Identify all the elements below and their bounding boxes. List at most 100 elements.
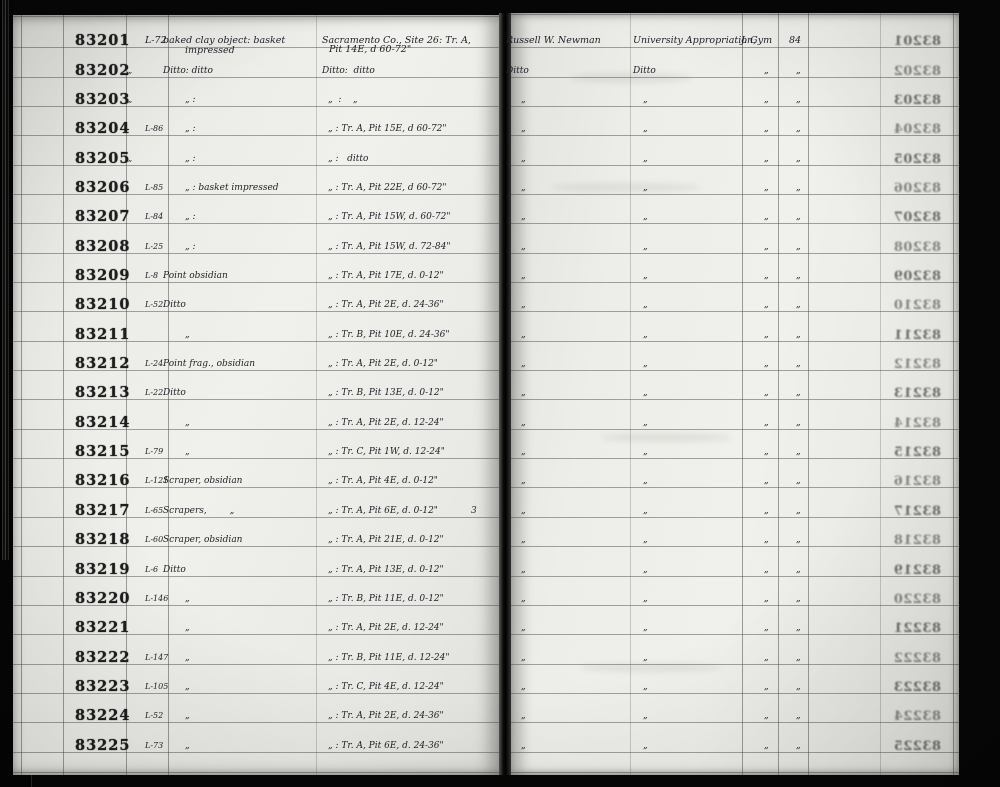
column-rule bbox=[630, 13, 631, 775]
locality-entry: „ : Tr. A, Pit 21E, d. 0-12" bbox=[328, 535, 444, 546]
ruled-line bbox=[13, 164, 502, 166]
object-description: baked clay object: basket bbox=[163, 35, 286, 47]
locality-entry-line2: Pit 14E, d 60-72" bbox=[329, 44, 412, 56]
column-rule bbox=[21, 15, 22, 775]
mirror-number-offset: 83205 bbox=[893, 151, 941, 167]
catalog-number-stamp: 83221 bbox=[75, 619, 131, 637]
object-description: „ : bbox=[185, 153, 196, 164]
ruled-line bbox=[13, 458, 502, 460]
ruled-line bbox=[13, 634, 502, 636]
ruled-line bbox=[511, 223, 959, 225]
object-description: „ bbox=[185, 593, 190, 604]
year-entry: „ bbox=[796, 359, 801, 370]
collector-entry: „ bbox=[521, 652, 526, 663]
field-number: L-52 bbox=[145, 300, 164, 310]
locality-entry: „ : Tr. B, Pit 11E, d. 12-24" bbox=[328, 652, 450, 663]
collector-entry: „ bbox=[521, 447, 526, 458]
storage-entry: „ bbox=[764, 711, 769, 722]
locality-entry: „ : „ bbox=[328, 94, 358, 105]
ruled-line bbox=[511, 135, 959, 137]
column-rule bbox=[742, 13, 743, 775]
catalog-number-stamp: 83201 bbox=[75, 32, 131, 50]
catalog-number-stamp: 83204 bbox=[75, 120, 131, 138]
year-entry: „ bbox=[796, 300, 801, 311]
field-number: „ bbox=[128, 153, 133, 163]
object-description: „ : bbox=[185, 94, 196, 105]
ruled-line bbox=[511, 164, 959, 166]
locality-entry: „ : Tr. A, Pit 2E, d. 0-12" bbox=[328, 359, 438, 370]
item-count: 3 bbox=[471, 505, 477, 516]
ruled-line bbox=[511, 751, 959, 753]
ruled-line bbox=[511, 458, 959, 460]
mirror-number-offset: 83210 bbox=[893, 298, 941, 314]
collector-entry: „ bbox=[521, 593, 526, 604]
column-rule bbox=[316, 15, 317, 775]
year-entry: „ bbox=[796, 182, 801, 193]
catalog-number-stamp: 83217 bbox=[75, 501, 131, 519]
mirror-number-offset: 83209 bbox=[893, 269, 941, 284]
column-rule bbox=[778, 13, 779, 775]
ruled-line bbox=[13, 516, 502, 518]
ruled-line bbox=[511, 311, 959, 313]
ink-smudge bbox=[601, 433, 731, 442]
storage-entry: „ bbox=[764, 153, 769, 164]
collector-entry: „ bbox=[521, 476, 526, 487]
ruled-line bbox=[511, 282, 959, 283]
mirror-number-offset: 83216 bbox=[893, 474, 941, 490]
catalog-number-stamp: 83211 bbox=[75, 325, 131, 343]
ledger-right-page: Russell W. Newman University Appropriatio… bbox=[506, 13, 959, 775]
ruled-line bbox=[511, 575, 959, 577]
ruled-line bbox=[511, 14, 959, 15]
ruled-line bbox=[511, 604, 959, 606]
catalog-number-stamp: 83225 bbox=[75, 736, 131, 754]
fund-entry: „ bbox=[643, 623, 648, 634]
ruled-line bbox=[13, 487, 502, 489]
object-description: Ditto: ditto bbox=[163, 65, 213, 76]
year-entry: „ bbox=[796, 388, 801, 399]
object-description: „ : basket impressed bbox=[185, 182, 279, 193]
mirror-number-offset: 83207 bbox=[893, 210, 941, 226]
locality-entry: „ : Tr. A, Pit 15W, d. 72-84" bbox=[328, 241, 451, 252]
locality-entry: „ : Tr. A, Pit 2E, d. 12-24" bbox=[328, 417, 444, 428]
collector-entry: „ bbox=[521, 329, 526, 340]
locality-entry: „ : Tr. B, Pit 13E, d. 0-12" bbox=[328, 388, 444, 399]
collector-entry: „ bbox=[521, 740, 526, 751]
object-description: „ bbox=[185, 329, 190, 340]
storage-entry: „ bbox=[764, 212, 769, 223]
locality-entry: „ : Tr. A, Pit 4E, d. 0-12" bbox=[328, 476, 438, 487]
ruled-line bbox=[511, 546, 959, 548]
collector-entry: „ bbox=[521, 124, 526, 135]
collector-entry: „ bbox=[521, 623, 526, 634]
ruled-line bbox=[13, 340, 502, 342]
locality-entry: „ : Tr. A, Pit 17E, d. 0-12" bbox=[328, 271, 444, 281]
object-description: „ bbox=[185, 447, 190, 458]
fund-entry: „ bbox=[643, 711, 648, 722]
locality-entry: „ : Tr. A, Pit 22E, d 60-72" bbox=[328, 182, 447, 193]
locality-entry: „ : Tr. C, Pit 1W, d. 12-24" bbox=[328, 447, 445, 458]
locality-entry: „ : Tr. A, Pit 15E, d 60-72" bbox=[328, 124, 447, 135]
ruled-line bbox=[511, 370, 959, 372]
catalog-number-stamp: 83218 bbox=[75, 531, 131, 549]
year-entry: „ bbox=[796, 681, 801, 692]
storage-entry: „ bbox=[764, 564, 769, 575]
locality-entry: „ : Tr. A, Pit 6E, d. 24-36" bbox=[328, 740, 444, 751]
mirror-number-offset: 83220 bbox=[893, 591, 941, 607]
mirror-number-offset: 83202 bbox=[893, 63, 941, 79]
object-description: Scrapers, „ bbox=[163, 505, 235, 516]
field-number: L-25 bbox=[145, 241, 164, 251]
mirror-number-offset: 83206 bbox=[893, 180, 941, 196]
ruled-line bbox=[13, 663, 502, 665]
storage-entry: „ bbox=[764, 505, 769, 516]
field-number: L-65 bbox=[145, 505, 164, 515]
collector-entry: „ bbox=[521, 94, 526, 105]
fund-entry: „ bbox=[643, 212, 648, 223]
field-number: L-22 bbox=[145, 388, 164, 398]
fund-entry: „ bbox=[643, 153, 648, 164]
ruled-line bbox=[13, 223, 502, 225]
fund-entry: „ bbox=[643, 681, 648, 692]
field-number: L-52 bbox=[145, 711, 164, 721]
ruled-line bbox=[511, 105, 959, 107]
field-number: „ bbox=[128, 94, 133, 104]
fund-entry: „ bbox=[643, 241, 648, 252]
